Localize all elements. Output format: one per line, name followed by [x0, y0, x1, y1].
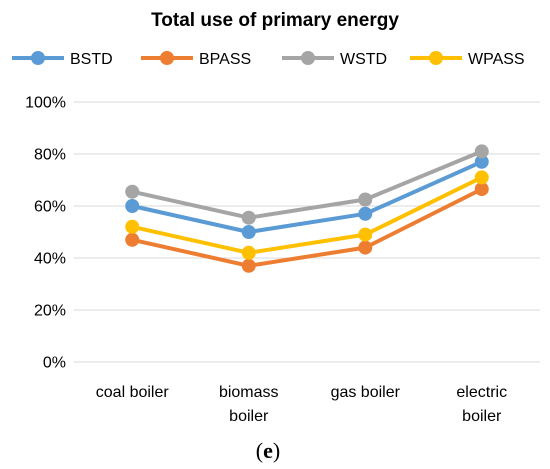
y-tick-label: 0% — [43, 355, 66, 372]
legend-marker-bpass — [160, 51, 174, 65]
y-tick-label: 100% — [25, 95, 66, 112]
panel-label-letter: e — [263, 438, 273, 463]
x-category-label-line: boiler — [229, 408, 269, 425]
data-point-bpass — [125, 232, 140, 247]
x-category-label-line: boiler — [462, 408, 502, 425]
data-point-wpass — [474, 170, 489, 185]
legend-label-bpass: BPASS — [199, 51, 251, 68]
data-point-bstd — [125, 199, 140, 213]
data-point-wstd — [241, 210, 256, 225]
panel-label-open: ( — [256, 438, 263, 463]
legend-marker-wpass — [429, 51, 443, 65]
data-point-wpass — [241, 245, 256, 260]
series-points — [125, 144, 489, 273]
data-point-wpass — [125, 219, 140, 234]
y-tick-label: 20% — [34, 303, 66, 320]
x-category-label-line: biomass — [219, 384, 279, 401]
data-point-wstd — [125, 184, 140, 199]
data-point-bstd — [474, 154, 489, 169]
series-line-wstd — [131, 149, 483, 220]
data-point-bpass — [241, 258, 256, 273]
data-point-wpass — [358, 227, 373, 242]
chart-title: Total use of primary energy — [151, 10, 399, 31]
data-point-bstd — [358, 206, 373, 221]
x-category-label: electric boiler — [456, 384, 507, 425]
series-line-bpass — [131, 187, 483, 268]
y-axis-tick-labels: 0% 20% 40% 60% 80% 100% — [25, 95, 66, 372]
x-category-label-line: coal boiler — [96, 384, 170, 401]
legend-label-wstd: WSTD — [340, 51, 387, 68]
x-category-label-line: gas boiler — [331, 384, 401, 401]
data-point-bstd — [241, 225, 256, 239]
legend: BSTD BPASS WSTD WPASS — [12, 51, 525, 68]
x-category-label-line: electric — [456, 384, 507, 401]
series-line-bstd — [131, 159, 483, 234]
y-tick-label: 60% — [34, 199, 66, 216]
x-category-label: gas boiler — [331, 384, 401, 401]
series-line-wpass — [131, 175, 483, 255]
data-point-wstd — [474, 144, 489, 159]
x-category-label: coal boiler — [96, 384, 170, 401]
x-axis-category-labels: coal boiler biomass boiler gas boiler electr… — [96, 384, 507, 425]
y-tick-label: 80% — [34, 147, 66, 164]
data-point-wstd — [358, 192, 373, 207]
legend-label-bstd: BSTD — [70, 51, 113, 68]
data-point-bpass — [358, 240, 373, 255]
y-tick-label: 40% — [34, 251, 66, 268]
panel-label: (e) — [256, 438, 280, 463]
data-point-bpass — [474, 182, 489, 197]
legend-label-wpass: WPASS — [468, 51, 525, 68]
legend-marker-bstd — [31, 51, 45, 65]
panel-label-close: ) — [273, 438, 280, 463]
x-category-label: biomass boiler — [219, 384, 279, 425]
series-lines — [131, 149, 483, 268]
gridlines — [74, 101, 540, 363]
legend-marker-wstd — [301, 51, 315, 65]
